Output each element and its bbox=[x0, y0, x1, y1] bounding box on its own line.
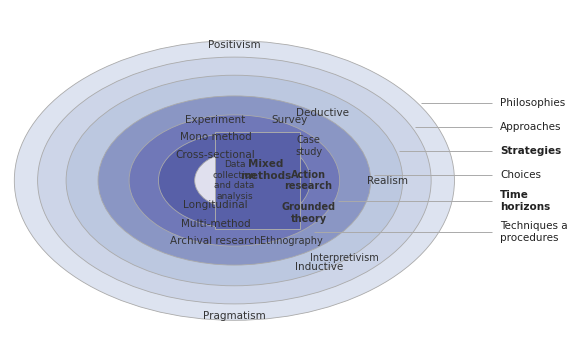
Ellipse shape bbox=[129, 115, 340, 246]
Text: Cross-sectional: Cross-sectional bbox=[176, 149, 255, 160]
Ellipse shape bbox=[37, 57, 431, 304]
Text: Inductive: Inductive bbox=[295, 262, 343, 272]
Ellipse shape bbox=[98, 96, 371, 265]
Text: Strategies: Strategies bbox=[500, 146, 561, 156]
Text: Ethnography: Ethnography bbox=[260, 236, 323, 246]
Text: Interpretivism: Interpretivism bbox=[311, 253, 379, 263]
Text: Techniques and
procedures: Techniques and procedures bbox=[500, 222, 568, 243]
Text: Case
study: Case study bbox=[295, 135, 322, 157]
Ellipse shape bbox=[195, 153, 274, 208]
Text: Data
collection
and data
analysis: Data collection and data analysis bbox=[212, 160, 256, 201]
Ellipse shape bbox=[158, 133, 310, 228]
Text: Archival research: Archival research bbox=[170, 236, 261, 246]
Text: Deductive: Deductive bbox=[296, 108, 349, 118]
Text: Positivism: Positivism bbox=[208, 40, 261, 50]
Text: Pragmatism: Pragmatism bbox=[203, 311, 266, 321]
Text: Philosophies: Philosophies bbox=[500, 98, 565, 108]
Text: Approaches: Approaches bbox=[500, 122, 562, 132]
Text: Experiment: Experiment bbox=[185, 115, 245, 125]
Text: Realism: Realism bbox=[367, 175, 408, 186]
Text: Mixed
methods: Mixed methods bbox=[240, 159, 291, 181]
Text: Multi-method: Multi-method bbox=[181, 219, 250, 229]
Bar bbox=[215, 132, 300, 229]
Ellipse shape bbox=[66, 75, 403, 286]
Text: Action
research: Action research bbox=[285, 170, 333, 191]
Text: Grounded
theory: Grounded theory bbox=[282, 203, 336, 224]
Text: Choices: Choices bbox=[500, 170, 541, 180]
Text: Longitudinal: Longitudinal bbox=[183, 200, 248, 210]
Ellipse shape bbox=[14, 41, 454, 320]
Text: Mono method: Mono method bbox=[179, 132, 251, 142]
Text: Survey: Survey bbox=[272, 115, 308, 125]
Text: Time
horizons: Time horizons bbox=[500, 190, 550, 212]
